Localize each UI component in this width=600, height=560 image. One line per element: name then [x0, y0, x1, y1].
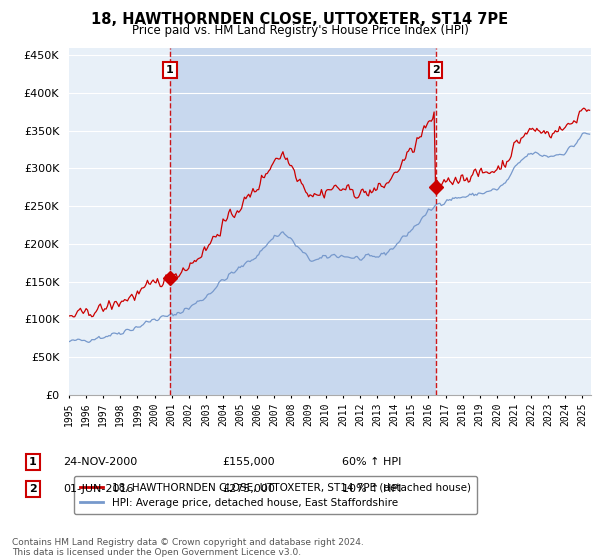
Text: 60% ↑ HPI: 60% ↑ HPI [342, 457, 401, 467]
Text: 1: 1 [29, 457, 37, 467]
Legend: 18, HAWTHORNDEN CLOSE, UTTOXETER, ST14 7PE (detached house), HPI: Average price,: 18, HAWTHORNDEN CLOSE, UTTOXETER, ST14 7… [74, 477, 477, 514]
Text: 2: 2 [29, 484, 37, 494]
Text: 01-JUN-2016: 01-JUN-2016 [63, 484, 133, 494]
Text: 1: 1 [166, 66, 174, 75]
Text: Price paid vs. HM Land Registry's House Price Index (HPI): Price paid vs. HM Land Registry's House … [131, 24, 469, 36]
Text: 24-NOV-2000: 24-NOV-2000 [63, 457, 137, 467]
Text: 10% ↑ HPI: 10% ↑ HPI [342, 484, 401, 494]
Text: 18, HAWTHORNDEN CLOSE, UTTOXETER, ST14 7PE: 18, HAWTHORNDEN CLOSE, UTTOXETER, ST14 7… [91, 12, 509, 27]
Text: £275,000: £275,000 [222, 484, 275, 494]
Text: 2: 2 [432, 66, 439, 75]
Text: £155,000: £155,000 [222, 457, 275, 467]
Text: Contains HM Land Registry data © Crown copyright and database right 2024.
This d: Contains HM Land Registry data © Crown c… [12, 538, 364, 557]
Bar [170, 48, 436, 395]
